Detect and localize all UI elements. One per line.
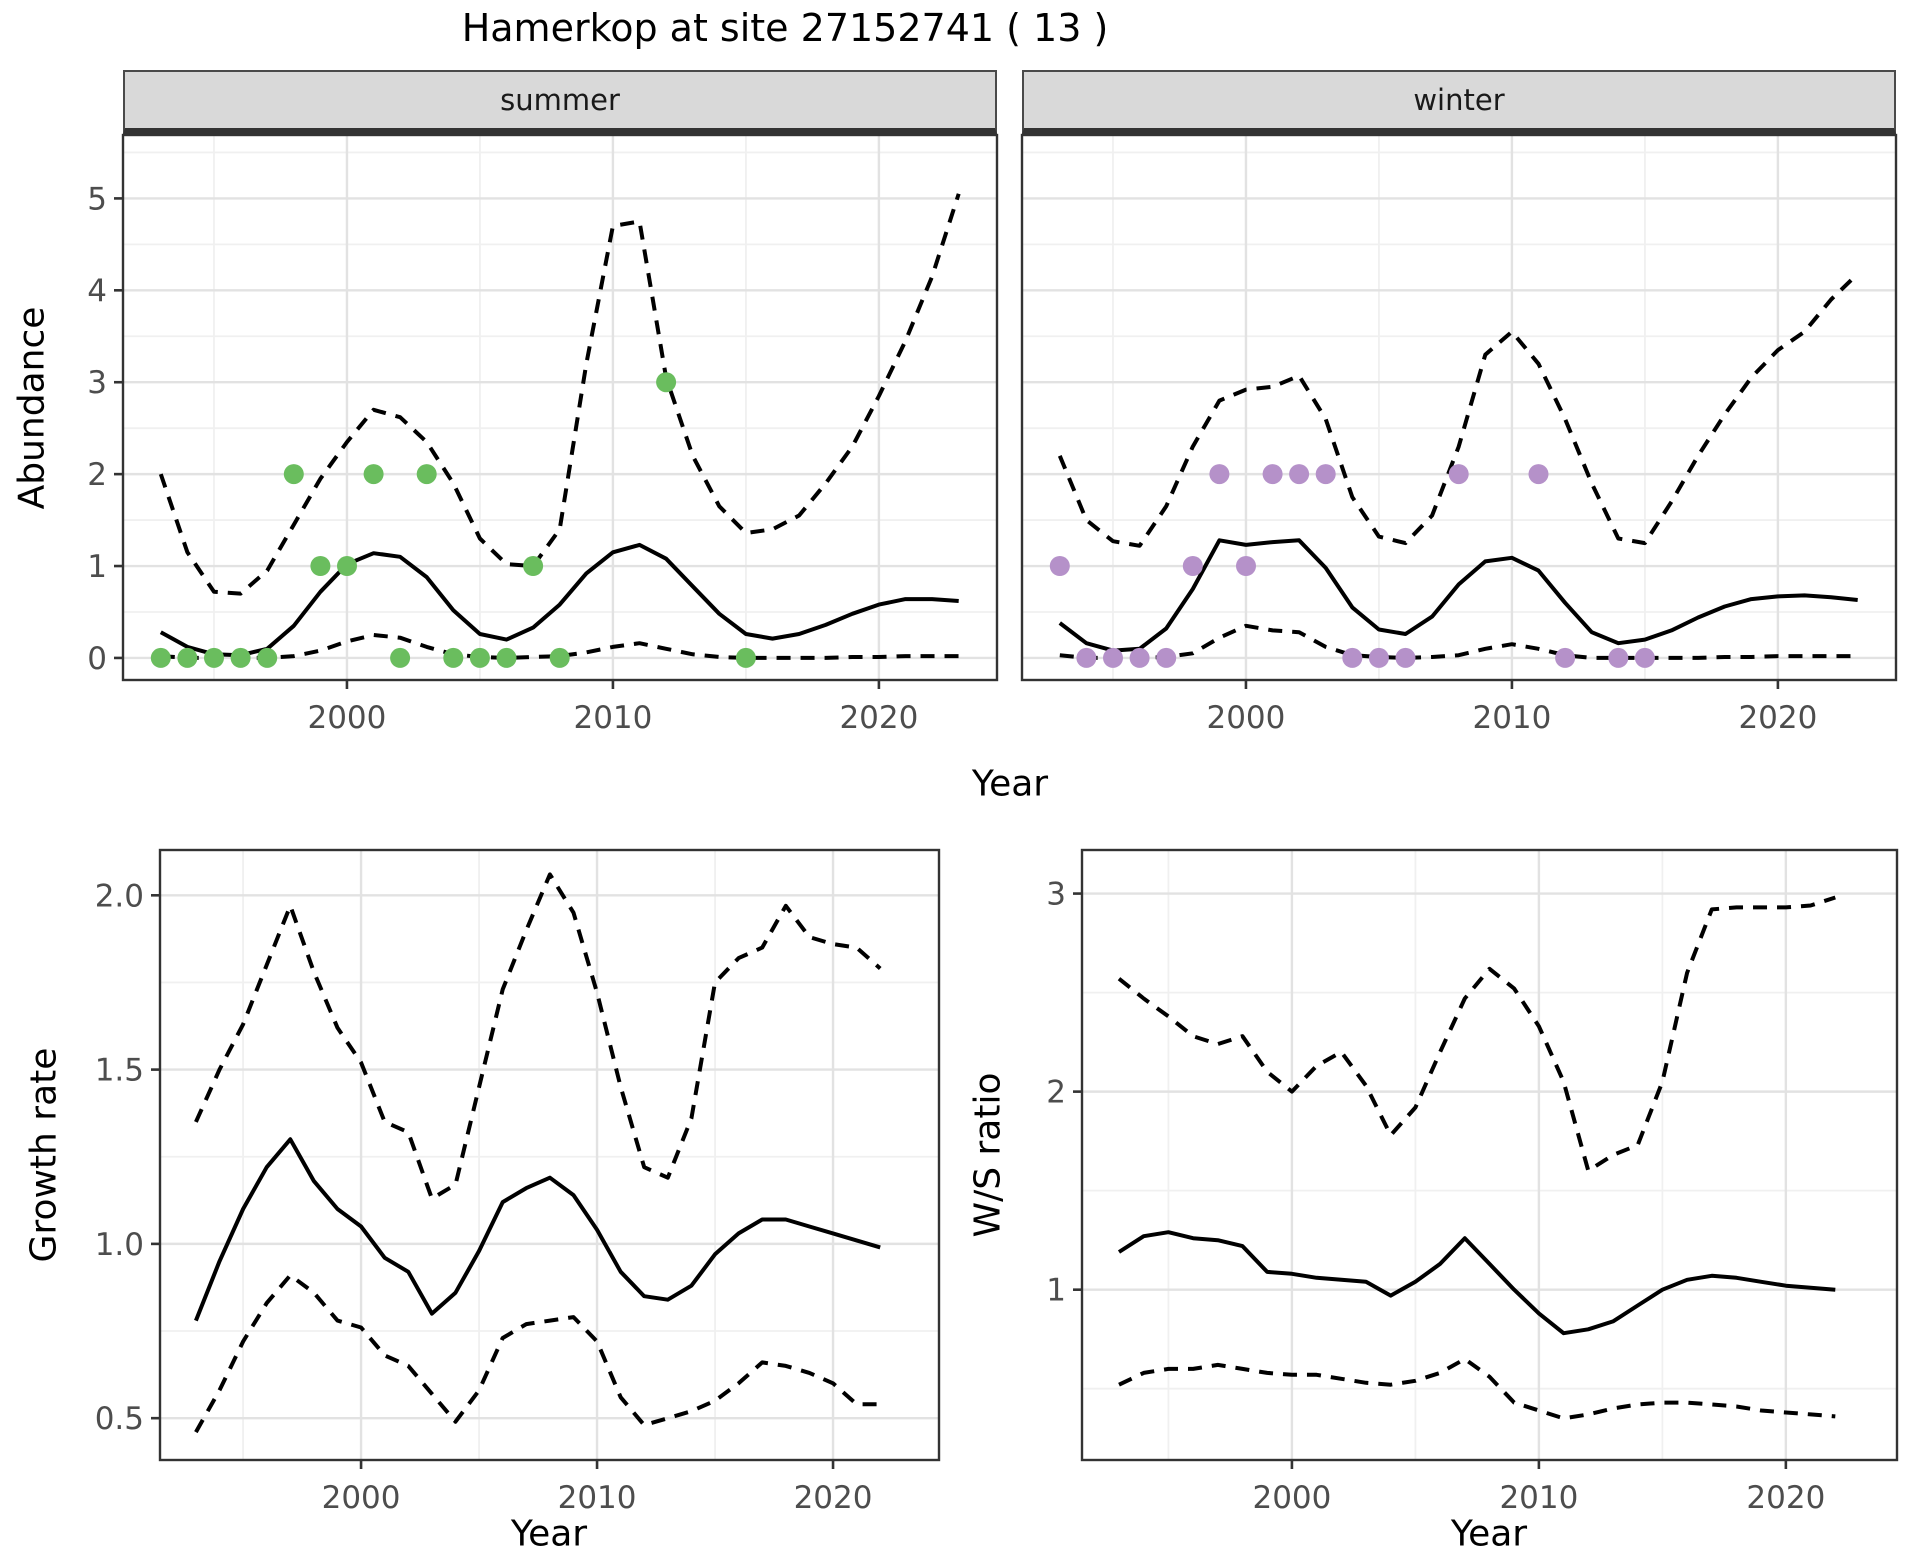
winter-observation-point bbox=[1608, 647, 1629, 668]
summer-observation-point bbox=[656, 372, 677, 393]
summer-x-tick-label: 2010 bbox=[573, 700, 652, 736]
summer-observation-point bbox=[150, 647, 171, 668]
winter-observation-point bbox=[1555, 647, 1576, 668]
winter-panel-border bbox=[1020, 133, 1898, 682]
panel-growth-rate: 2000 2010 2020 0.5 1.0 1.5 2.0 bbox=[95, 848, 941, 1516]
ws-ratio-upper-ci-line bbox=[1117, 895, 1836, 1173]
ws-ratio-x-tick-label: 2020 bbox=[1746, 1480, 1825, 1516]
plot-title: Hamerkop at site 27152741 ( 13 ) bbox=[461, 6, 1109, 50]
winter-observation-point bbox=[1049, 556, 1070, 576]
ws-ratio-lower-ci-line bbox=[1118, 1357, 1836, 1421]
growth-rate-upper-ci-line bbox=[194, 872, 882, 1201]
growth-rate-y-tick-label: 1.5 bbox=[95, 1053, 144, 1089]
growth-rate-panel-background bbox=[160, 850, 939, 1460]
summer-y-tick-label: 2 bbox=[87, 457, 107, 493]
panel-ws-ratio: 2000 2010 2020 1 2 3 bbox=[1046, 848, 1899, 1516]
x-axis-title-year-bottom-right: Year bbox=[1450, 1513, 1528, 1555]
growth-rate-lower-ci-line bbox=[194, 1273, 881, 1434]
summer-mean-line bbox=[159, 542, 959, 658]
ws-ratio-panel-border bbox=[1080, 848, 1899, 1462]
summer-y-tick-label: 1 bbox=[87, 549, 107, 585]
y-axis-title-abundance: Abundance bbox=[11, 306, 53, 510]
ws-ratio-y-tick-label: 3 bbox=[1046, 877, 1066, 913]
winter-panel-background bbox=[1022, 135, 1896, 680]
growth-rate-y-tick-label: 0.5 bbox=[95, 1401, 144, 1437]
summer-observation-point bbox=[257, 647, 278, 668]
facet-strip-summer: summer bbox=[123, 70, 997, 134]
growth-rate-mean-line bbox=[194, 1137, 881, 1322]
winter-observation-point bbox=[1368, 647, 1389, 668]
summer-observation-point bbox=[523, 556, 544, 576]
summer-y-tick-label: 0 bbox=[87, 641, 107, 677]
winter-lower-ci-line bbox=[1059, 623, 1858, 660]
growth-rate-x-tick-label: 2010 bbox=[558, 1480, 637, 1516]
ws-ratio-x-tick-label: 2000 bbox=[1252, 1480, 1331, 1516]
summer-observation-point bbox=[363, 464, 384, 485]
summer-observation-point bbox=[469, 647, 490, 668]
summer-observation-point bbox=[443, 647, 464, 668]
winter-observation-point bbox=[1182, 556, 1203, 576]
summer-y-tick-label: 3 bbox=[87, 365, 107, 401]
summer-y-tick-label: 4 bbox=[87, 273, 107, 309]
summer-panel-background bbox=[123, 135, 997, 680]
winter-x-tick-label: 2010 bbox=[1472, 700, 1551, 736]
summer-observation-point bbox=[337, 556, 357, 576]
winter-observation-point bbox=[1528, 464, 1549, 485]
summer-y-tick-label: 5 bbox=[87, 181, 107, 217]
ws-ratio-x-tick-label: 2010 bbox=[1499, 1480, 1578, 1516]
growth-rate-panel-border bbox=[158, 848, 941, 1462]
winter-observation-point bbox=[1289, 464, 1310, 485]
x-axis-title-year-top: Year bbox=[971, 763, 1049, 805]
growth-rate-x-tick-label: 2020 bbox=[794, 1480, 873, 1516]
summer-observation-point bbox=[416, 464, 437, 485]
ws-ratio-y-tick-label: 2 bbox=[1046, 1075, 1066, 1111]
winter-observation-point bbox=[1315, 464, 1336, 485]
summer-observation-point bbox=[204, 647, 224, 668]
winter-observation-point bbox=[1634, 647, 1655, 668]
summer-observation-point bbox=[549, 647, 570, 668]
summer-upper-ci-line bbox=[158, 193, 961, 596]
summer-panel-border bbox=[121, 133, 999, 682]
winter-observation-point bbox=[1262, 464, 1283, 485]
winter-observation-point bbox=[1103, 647, 1123, 668]
winter-x-tick-label: 2020 bbox=[1738, 700, 1817, 736]
summer-observation-point bbox=[283, 464, 304, 485]
summer-lower-ci-line bbox=[160, 633, 959, 660]
summer-observation-point bbox=[230, 647, 251, 668]
panel-winter: 2000 2010 2020 bbox=[1020, 133, 1898, 736]
ws-ratio-mean-line bbox=[1117, 1230, 1836, 1336]
winter-upper-ci-line bbox=[1057, 272, 1860, 548]
panel-summer: 2000 2010 2020 0 1 2 3 4 5 bbox=[87, 133, 999, 736]
summer-observation-point bbox=[310, 556, 331, 576]
y-axis-title-growth-rate: Growth rate bbox=[23, 1047, 65, 1263]
summer-observation-point bbox=[496, 647, 517, 668]
winter-observation-point bbox=[1129, 647, 1150, 668]
y-axis-title-ws-ratio: W/S ratio bbox=[967, 1072, 1009, 1238]
winter-observation-point bbox=[1076, 647, 1097, 668]
winter-observation-point bbox=[1156, 647, 1177, 668]
facet-strip-winter: winter bbox=[1022, 70, 1896, 134]
summer-x-tick-label: 2000 bbox=[307, 700, 386, 736]
winter-observation-point bbox=[1236, 556, 1256, 576]
ws-ratio-panel-background bbox=[1082, 850, 1897, 1460]
winter-mean-line bbox=[1058, 538, 1858, 653]
growth-rate-x-tick-label: 2000 bbox=[322, 1480, 401, 1516]
facet-strip-winter-label: winter bbox=[1413, 83, 1505, 117]
growth-rate-y-tick-label: 2.0 bbox=[95, 878, 144, 914]
summer-x-tick-label: 2020 bbox=[839, 700, 918, 736]
winter-observation-point bbox=[1395, 647, 1416, 668]
summer-observation-point bbox=[735, 647, 756, 668]
summer-observation-point bbox=[390, 647, 411, 668]
growth-rate-y-tick-label: 1.0 bbox=[95, 1227, 144, 1263]
ws-ratio-y-tick-label: 1 bbox=[1046, 1273, 1066, 1309]
facet-strip-summer-label: summer bbox=[500, 83, 620, 117]
winter-observation-point bbox=[1448, 464, 1469, 485]
winter-observation-point bbox=[1342, 647, 1363, 668]
x-axis-title-year-bottom-left: Year bbox=[510, 1513, 588, 1555]
winter-observation-point bbox=[1209, 464, 1230, 485]
winter-x-tick-label: 2000 bbox=[1206, 700, 1285, 736]
summer-observation-point bbox=[177, 647, 198, 668]
